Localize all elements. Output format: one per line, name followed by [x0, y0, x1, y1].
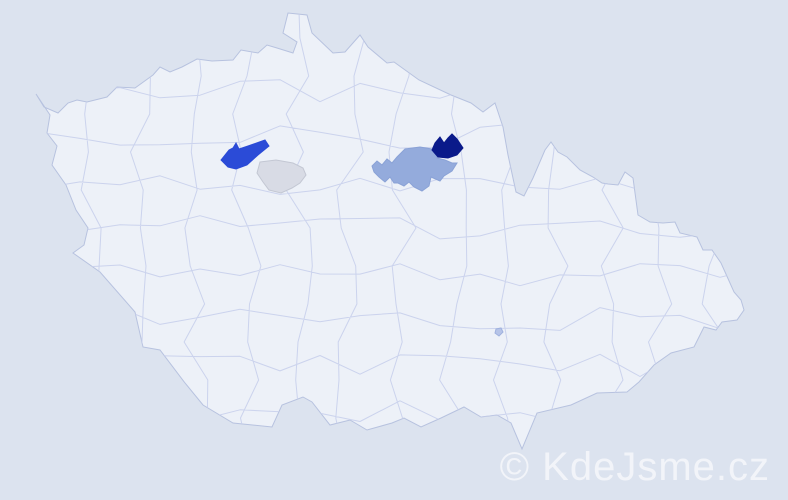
watermark-text: © KdeJsme.cz — [499, 445, 770, 489]
highlighted-district-periwinkle[interactable] — [371, 146, 458, 192]
highlighted-district-royal-blue[interactable] — [220, 139, 270, 170]
country-outline — [35, 12, 745, 451]
highlighted-district-navy[interactable] — [431, 133, 464, 159]
highlighted-district-small-dot[interactable] — [494, 327, 504, 337]
highlighted-district-gray[interactable] — [256, 159, 307, 194]
